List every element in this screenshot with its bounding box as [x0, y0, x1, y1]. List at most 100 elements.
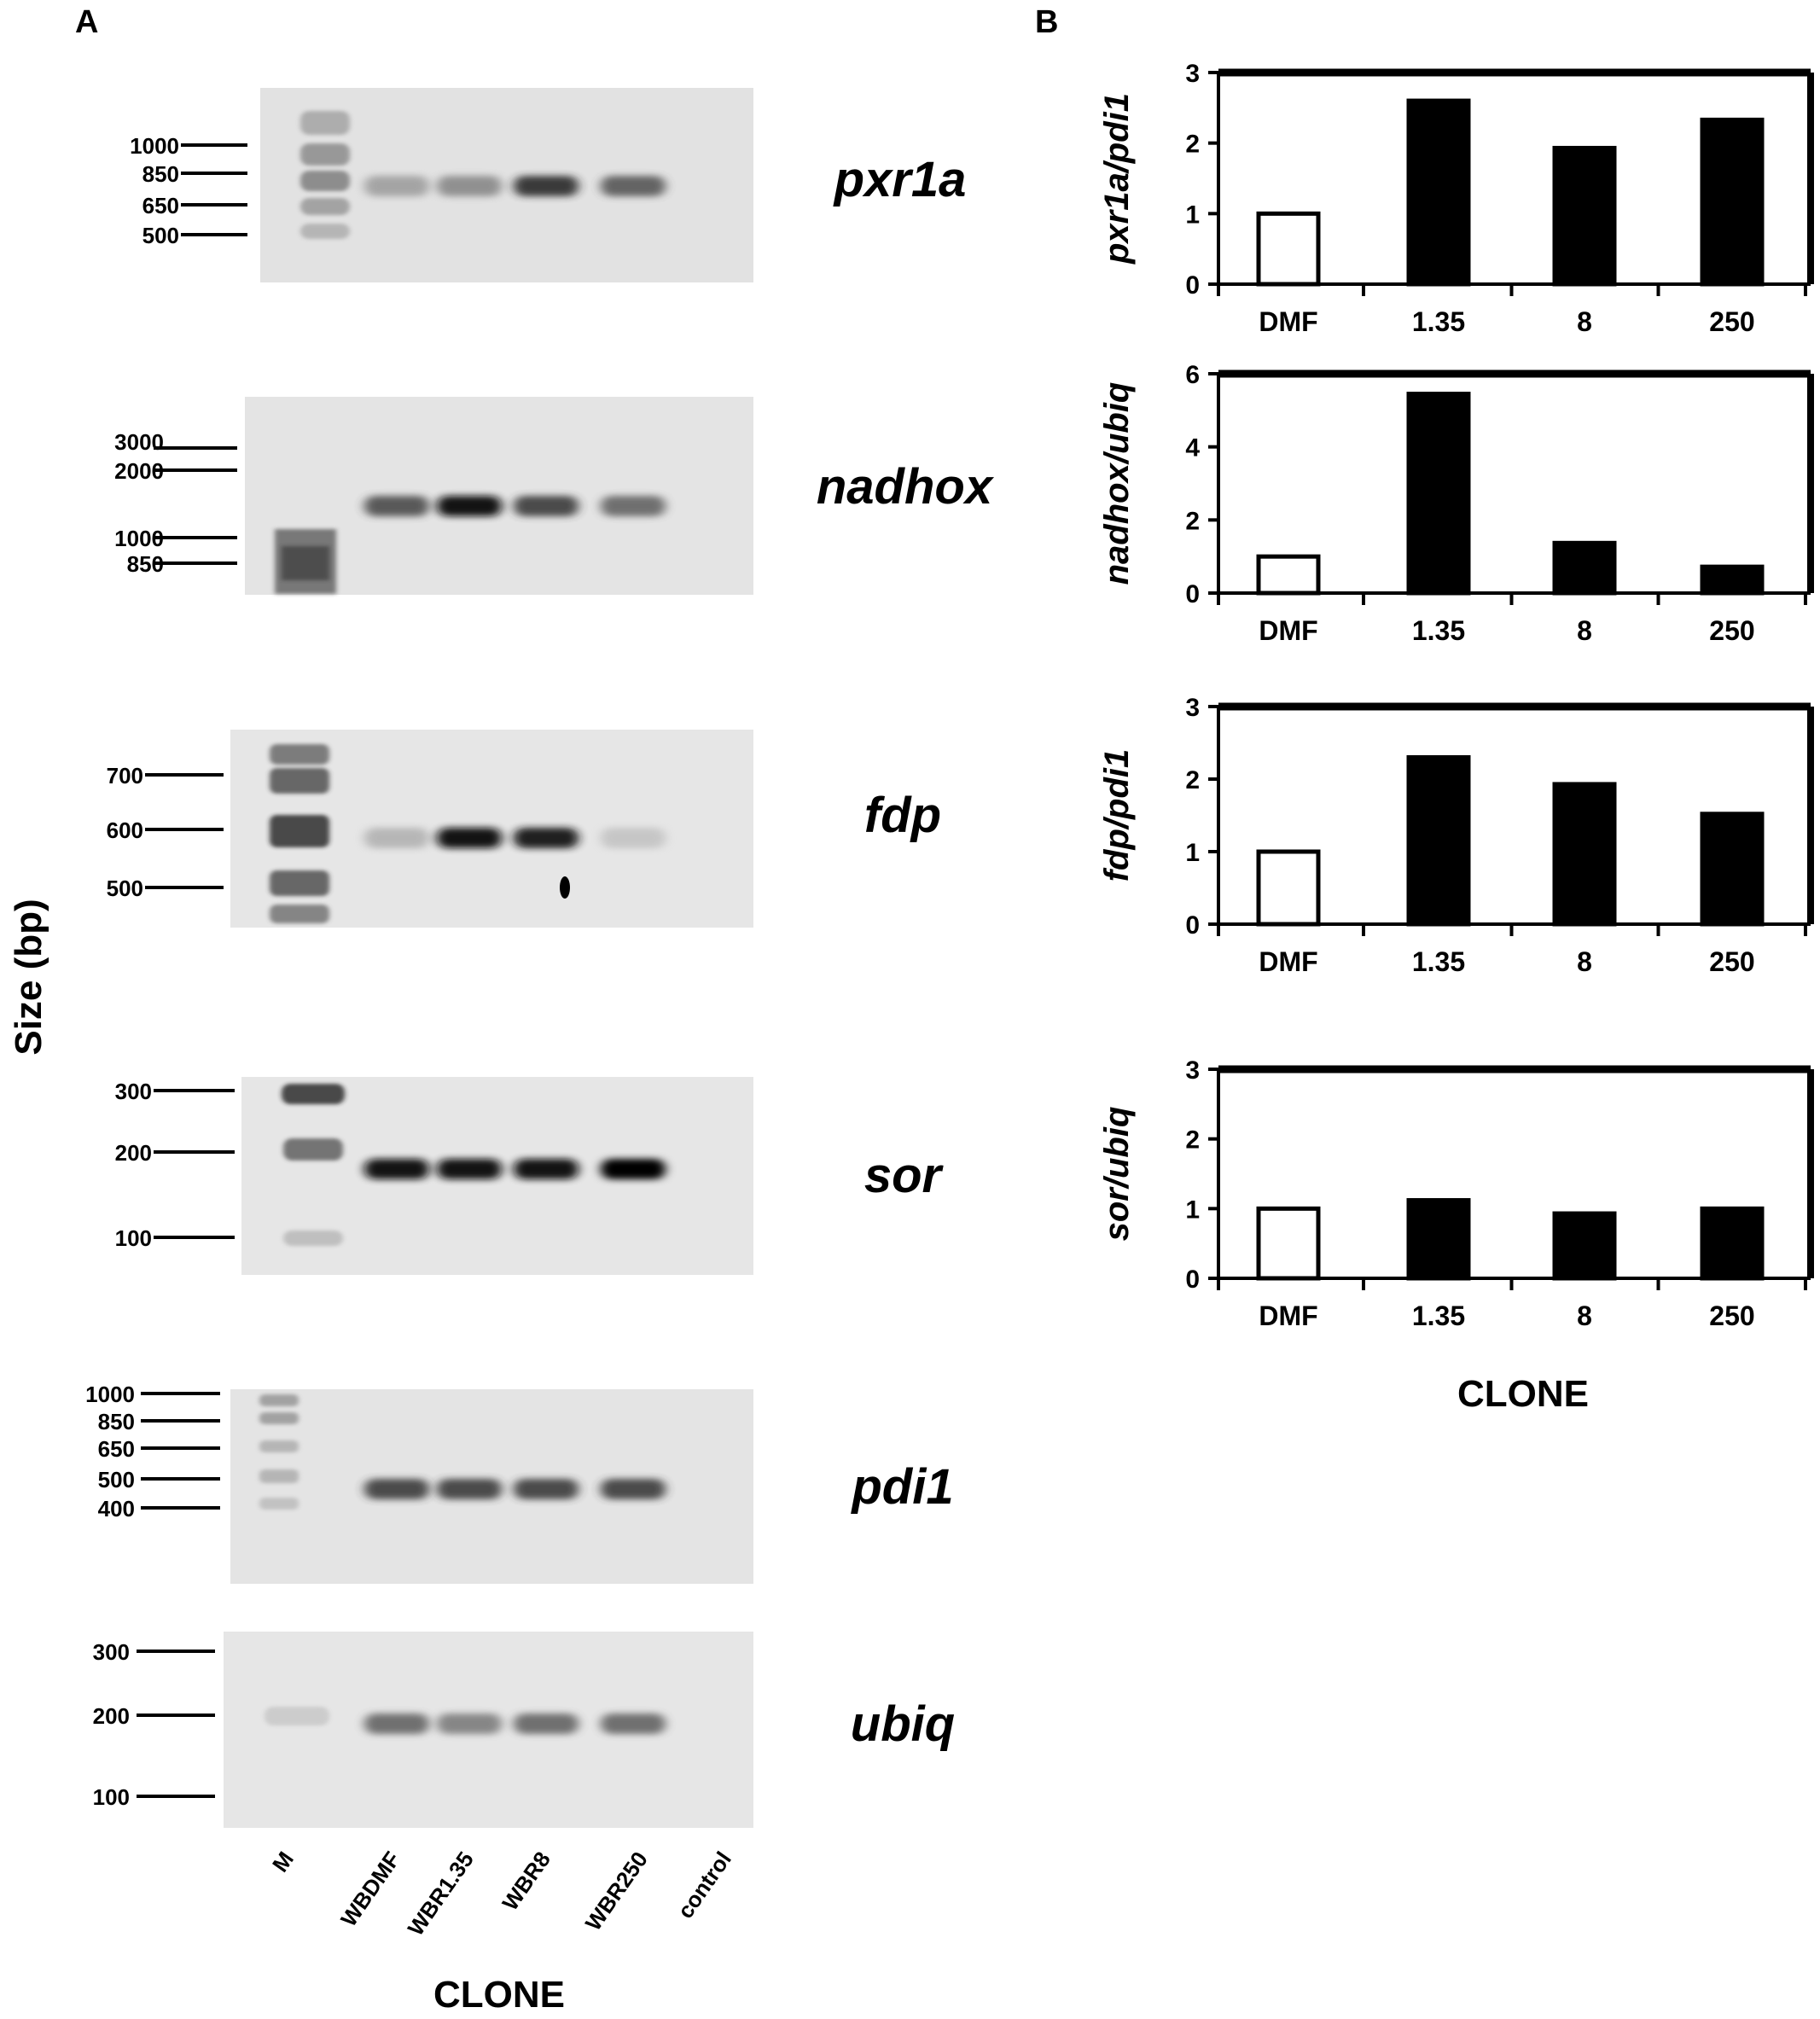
y-tick-label: 0 [1185, 911, 1200, 940]
gene-label: sor [864, 1148, 945, 1203]
gel-band [364, 1479, 429, 1499]
gene-label: pdi1 [850, 1459, 953, 1515]
gel-band [601, 828, 666, 848]
gel-band [437, 828, 502, 848]
lane-label-control: control [672, 1847, 736, 1923]
x-tick-label: 250 [1709, 306, 1754, 337]
y-axis-label: pxr1a/pdi1 [1098, 93, 1136, 265]
y-tick-label: 1 [1185, 201, 1200, 229]
gel-band [601, 1714, 666, 1734]
y-tick-label: 3 [1185, 60, 1200, 88]
sample-bands [364, 496, 666, 516]
lane-label-m: M [267, 1847, 299, 1876]
marker-label: 300 [115, 1079, 152, 1104]
bar-DMF [1256, 1206, 1321, 1281]
gel-band [514, 1714, 579, 1734]
marker-label: 1000 [85, 1382, 135, 1407]
bar-250 [1700, 117, 1765, 287]
marker-label: 100 [93, 1784, 130, 1810]
panel-a-letter: A [75, 4, 98, 40]
bar-chart-3: 0 1 2 3 DMF 1.35 8 250 fdp/pdi1 [1098, 694, 1814, 977]
lane-labels: M WBDMF WBR1.35 WBR8 WBR250 control [267, 1847, 736, 1940]
x-tick-label: 8 [1577, 615, 1592, 646]
y-tick-label: 1 [1185, 839, 1200, 867]
sample-bands [364, 828, 666, 848]
size-markers: 1000 850 650 500 400 [85, 1382, 220, 1522]
gel-band [601, 176, 666, 196]
bar-chart-4: 0 1 2 3 DMF 1.35 8 250 sor/ubiq [1098, 1056, 1814, 1331]
gel-band [514, 828, 579, 848]
ladder-lane [270, 744, 329, 923]
gel-band [364, 1159, 429, 1179]
bar-8 [1552, 1211, 1617, 1281]
ladder-lane [282, 1084, 345, 1246]
gel-band [514, 1159, 579, 1179]
marker-label: 200 [115, 1140, 152, 1166]
y-tick-label: 0 [1185, 1266, 1200, 1294]
y-tick-label: 2 [1185, 507, 1200, 535]
gel-sor: 300 200 100 sor [115, 1077, 945, 1275]
gene-label: nadhox [817, 459, 995, 515]
ladder-lane [259, 1394, 299, 1510]
marker-label: 2000 [114, 458, 164, 484]
lane-label-wbdmf: WBDMF [335, 1847, 405, 1931]
sample-bands [364, 1159, 666, 1179]
sample-bands [364, 176, 666, 196]
x-tick-label: 8 [1577, 306, 1592, 337]
bar-DMF [1256, 554, 1321, 596]
bar-chart-1: 0 1 2 3 DMF 1.35 8 250 pxr1a/pdi1 [1098, 60, 1814, 337]
x-tick-label: DMF [1259, 1300, 1317, 1331]
marker-label: 850 [98, 1409, 135, 1434]
marker-label: 600 [107, 817, 143, 843]
marker-label: 500 [107, 876, 143, 901]
y-tick-label: 1 [1185, 1196, 1200, 1224]
ladder-lane [265, 1707, 329, 1725]
panel-a: A Size (bp) 1000 850 650 500 [8, 4, 995, 2016]
bar-8 [1552, 540, 1617, 596]
gel-band [514, 176, 579, 196]
y-tick-label: 2 [1185, 1126, 1200, 1155]
panel-b: B 0 1 2 3 DMF 1.35 8 250 pxr1a/pdi1 0 2 4 6 DMF 1.35 8 2… [1035, 4, 1814, 1415]
x-tick-label: DMF [1259, 946, 1317, 977]
ladder-lane [300, 111, 350, 239]
lane-label-wbr8: WBR8 [497, 1847, 555, 1915]
marker-label: 100 [115, 1225, 152, 1251]
gel-band [437, 1714, 502, 1734]
y-tick-label: 0 [1185, 580, 1200, 608]
bar-chart-2: 0 2 4 6 DMF 1.35 8 250 nadhox/ubiq [1098, 361, 1814, 646]
marker-label: 650 [142, 193, 179, 218]
lane-label-wbr250: WBR250 [580, 1847, 653, 1935]
bar-DMF [1256, 211, 1321, 287]
gel-nadhox: 3000 2000 1000 850 nadhox [114, 397, 995, 595]
marker-label: 400 [98, 1496, 135, 1522]
gene-label: ubiq [851, 1696, 955, 1752]
gel-band [437, 1479, 502, 1499]
lane-label-wbr135: WBR1.35 [403, 1847, 479, 1940]
y-axis-label: nadhox/ubiq [1098, 382, 1136, 585]
bar-1.35 [1406, 1198, 1471, 1281]
gel-band [364, 176, 429, 196]
panel-b-letter: B [1035, 4, 1058, 40]
marker-label: 500 [142, 223, 179, 248]
marker-label: 3000 [114, 429, 164, 455]
panel-a-y-axis-label: Size (bp) [8, 899, 49, 1055]
gel-ubiq: 300 200 100 ubiq [93, 1632, 955, 1828]
marker-label: 300 [93, 1639, 130, 1665]
bar-charts: 0 1 2 3 DMF 1.35 8 250 pxr1a/pdi1 0 2 4 6 DMF 1.35 8 250… [1098, 60, 1814, 1331]
y-tick-label: 0 [1185, 271, 1200, 300]
y-axis-label: sor/ubiq [1098, 1107, 1136, 1242]
size-markers: 3000 2000 1000 850 [114, 429, 237, 577]
marker-label: 850 [142, 161, 179, 187]
bar-DMF [1256, 849, 1321, 927]
y-tick-label: 4 [1185, 434, 1200, 463]
bar-1.35 [1406, 755, 1471, 927]
size-markers: 700 600 500 [107, 763, 224, 901]
gel-band [364, 496, 429, 516]
panel-b-x-axis-label: CLONE [1457, 1373, 1589, 1415]
gel-band [437, 1159, 502, 1179]
marker-label: 1000 [130, 133, 179, 159]
x-tick-label: 8 [1577, 946, 1592, 977]
gel-band [514, 496, 579, 516]
x-tick-label: 250 [1709, 1300, 1754, 1331]
bar-1.35 [1406, 98, 1471, 287]
